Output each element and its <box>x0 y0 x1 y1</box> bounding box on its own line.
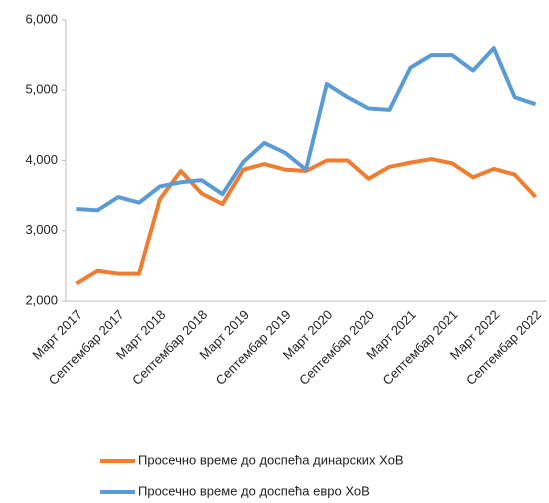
y-tick-label: 3,000 <box>25 222 58 237</box>
y-tick-label: 5,000 <box>25 82 58 97</box>
legend-label: Просечно време до доспећа динарских ХоВ <box>138 452 404 467</box>
x-tick-label: Септембар 2020 <box>296 307 377 388</box>
x-tick-label: Септембар 2021 <box>380 307 461 388</box>
x-tick-label: Септембар 2017 <box>46 307 127 388</box>
x-tick-label: Септембар 2018 <box>129 307 210 388</box>
x-tick-label: Септембар 2019 <box>213 307 294 388</box>
legend-label: Просечно време до доспећа евро ХоВ <box>138 483 370 498</box>
series-line <box>76 46 537 213</box>
y-tick-label: 6,000 <box>25 11 58 26</box>
y-tick-label: 2,000 <box>25 292 58 307</box>
x-tick-label: Септембар 2022 <box>463 307 544 388</box>
series-line <box>75 157 538 286</box>
y-tick-label: 4,000 <box>25 152 58 167</box>
